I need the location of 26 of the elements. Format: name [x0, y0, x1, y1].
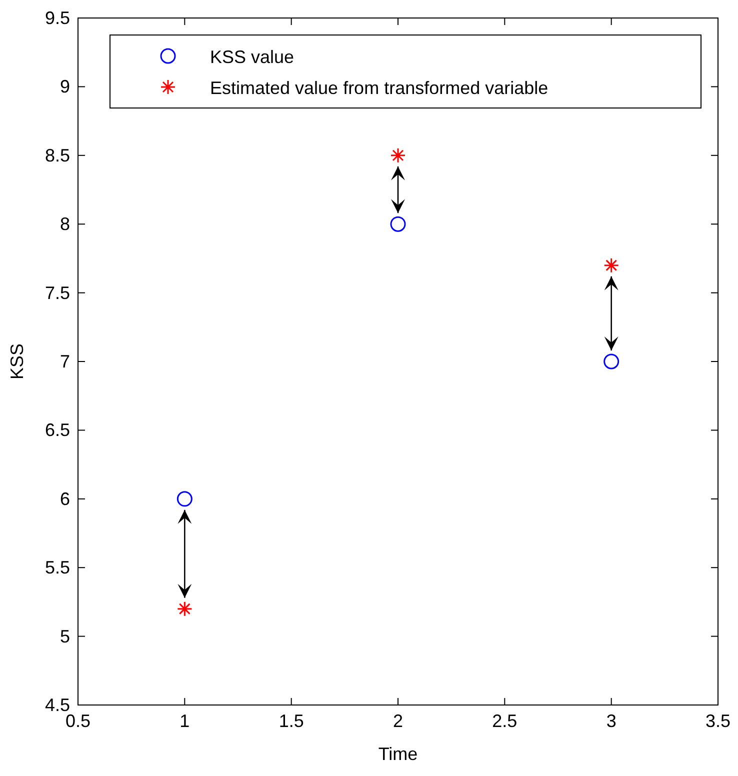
- x-tick-label: 1: [180, 711, 190, 731]
- x-tick-label: 2.5: [492, 711, 518, 731]
- y-tick-label: 7.5: [44, 282, 70, 303]
- point: [390, 216, 406, 232]
- x-tick-label: 3: [606, 711, 616, 731]
- point: [176, 491, 192, 507]
- y-tick-label: 9: [60, 76, 70, 97]
- point: [390, 148, 406, 164]
- y-tick-label: 7: [60, 352, 70, 372]
- y-tick-label: 8.5: [44, 145, 70, 166]
- y-tick-label: 9.5: [44, 8, 70, 28]
- x-tick-label: 3.5: [705, 711, 731, 731]
- y-tick-label: 6.5: [44, 420, 70, 440]
- point: [604, 354, 620, 370]
- y-axis-title: KSS: [7, 343, 27, 380]
- y-tick-label: 5.5: [44, 558, 70, 578]
- legend-label: KSS value: [210, 47, 294, 67]
- y-tick-label: 8: [60, 214, 70, 234]
- x-tick-label: 2: [392, 711, 404, 731]
- x-tick-label: 1.5: [278, 711, 304, 731]
- point: [604, 258, 620, 274]
- legend-label: Estimated value from transformed variable: [210, 78, 548, 98]
- x-axis-title: Time: [378, 744, 418, 764]
- y-tick-label: 5: [60, 626, 70, 646]
- y-tick-label: 6: [60, 488, 70, 509]
- point: [176, 601, 192, 617]
